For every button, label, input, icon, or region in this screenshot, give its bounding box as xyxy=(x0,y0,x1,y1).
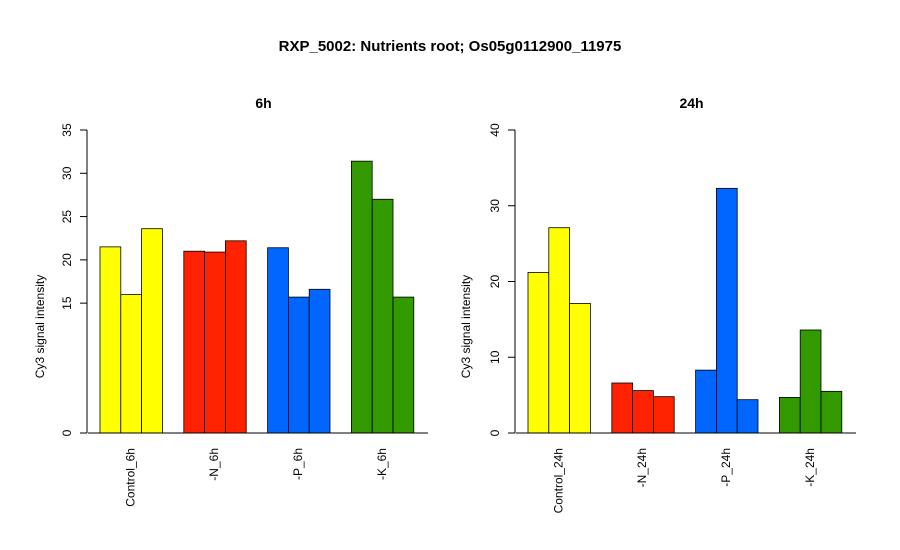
panel-2-y-tick-label: 30 xyxy=(488,199,502,213)
panel-1-category-label: Control_6h xyxy=(123,448,137,507)
panel-2-bar xyxy=(779,396,801,434)
panel-1-bar xyxy=(183,250,206,434)
panel-2-bar xyxy=(548,227,570,434)
panel-2-bar xyxy=(611,382,633,434)
panel-2-category-label: -K_24h xyxy=(803,448,817,487)
panel-1-category-label: -N_6h xyxy=(207,448,221,481)
panel-1-y-tick-label: 0 xyxy=(60,429,74,436)
panel-2-title: 24h xyxy=(679,95,703,111)
panel-1-y-tick-label: 25 xyxy=(60,210,74,224)
panel-2-bar xyxy=(527,272,550,434)
panel-1-y-tick-label: 35 xyxy=(60,123,74,137)
panel-1-bar xyxy=(371,198,394,434)
panel-2-y-tick-label: 40 xyxy=(488,123,502,137)
panel-1-bar xyxy=(392,296,415,434)
panel-2-bar xyxy=(653,396,675,434)
panel-1-bar xyxy=(267,247,289,434)
panel-2-bar xyxy=(695,369,717,434)
panel-1-y-axis-label: Cy3 signal intensity xyxy=(33,275,47,378)
panel-2-y-tick-label: 10 xyxy=(488,350,502,364)
panel-1-bar xyxy=(120,294,143,434)
panel-1-bar xyxy=(204,251,226,434)
panel-1-y-tick-label: 20 xyxy=(60,253,74,267)
figure-title: RXP_5002: Nutrients root; Os05g0112900_1… xyxy=(278,38,622,55)
panel-2-y-tick-label: 0 xyxy=(488,429,502,436)
panel-2-category-label: Control_24h xyxy=(551,448,565,513)
panel-2-bar xyxy=(736,399,759,434)
panel-1-y-tick-label: 15 xyxy=(60,296,74,310)
panel-2-y-axis-label: Cy3 signal intensity xyxy=(459,275,473,378)
panel-1-bar xyxy=(287,296,310,434)
panel-2-category-label: -N_24h xyxy=(635,448,649,487)
panel-1-bar xyxy=(99,246,122,434)
panel-1-category-label: -K_6h xyxy=(375,448,389,480)
panel-2-y-tick-label: 20 xyxy=(488,275,502,289)
panel-2-bar xyxy=(569,303,591,434)
panel-1-bar xyxy=(141,228,163,434)
panel-1-title: 6h xyxy=(255,95,271,111)
panel-1-y-tick-label: 30 xyxy=(60,166,74,180)
panel-2-bar xyxy=(632,390,654,434)
panel-1-bar xyxy=(350,160,373,434)
panel-2-bar xyxy=(820,390,843,434)
panel-2-bar xyxy=(716,187,738,434)
panel-2-bar xyxy=(799,329,822,434)
panel-1-category-label: -P_6h xyxy=(291,448,305,480)
panel-2-category-label: -P_24h xyxy=(719,448,733,487)
panel-1-bar xyxy=(308,288,331,434)
panel-1-bar xyxy=(224,240,247,434)
